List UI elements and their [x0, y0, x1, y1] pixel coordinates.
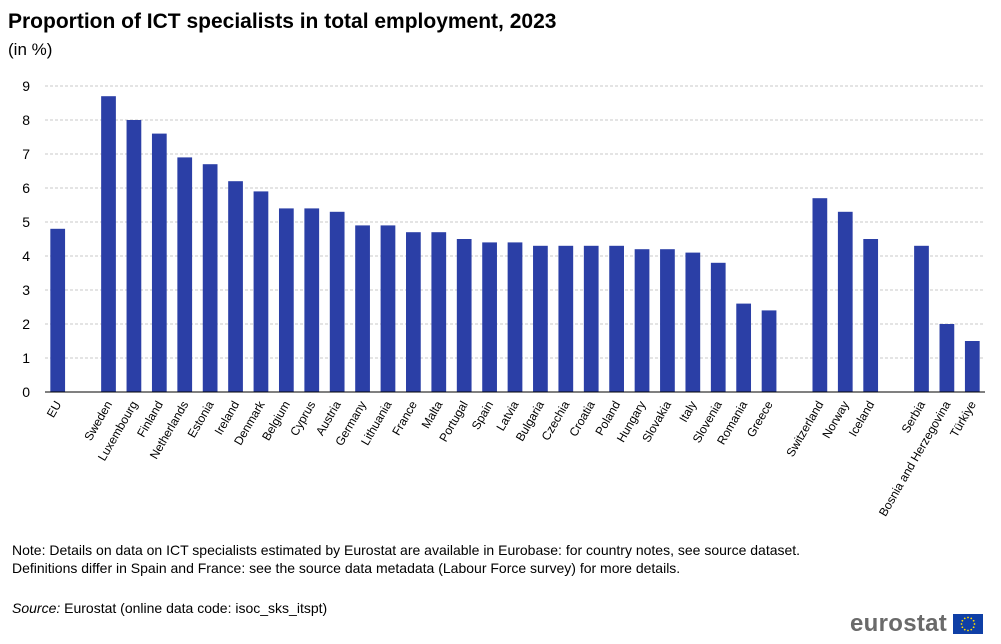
- y-tick-label: 2: [22, 316, 30, 332]
- y-tick-label: 6: [22, 180, 30, 196]
- bar: [329, 211, 345, 392]
- x-tick-label: Croatia: [566, 398, 598, 439]
- flag-field: [953, 614, 984, 634]
- y-tick-label: 8: [22, 112, 30, 128]
- flag-star: [961, 626, 964, 629]
- bar: [151, 133, 167, 392]
- bar: [126, 120, 142, 392]
- chart-subtitle: (in %): [8, 40, 53, 59]
- flag-star: [963, 628, 966, 631]
- bar: [558, 245, 574, 392]
- y-tick-label: 5: [22, 214, 30, 230]
- bar: [533, 245, 548, 392]
- eu-flag-icon: [953, 614, 984, 634]
- y-tick-label: 7: [22, 146, 30, 162]
- bar: [253, 191, 269, 392]
- bar: [177, 157, 193, 392]
- bar: [812, 198, 828, 392]
- eurostat-logo-text: eurostat: [850, 610, 948, 637]
- x-tick-label: Iceland: [846, 399, 877, 440]
- source-line: Source: Eurostat (online data code: isoc…: [12, 600, 327, 616]
- bar: [609, 245, 624, 392]
- bar: [914, 245, 929, 392]
- y-tick-label: 1: [22, 350, 30, 366]
- bar: [456, 239, 472, 392]
- bar: [228, 181, 243, 392]
- flag-star: [972, 619, 975, 622]
- bar: [304, 208, 320, 392]
- flag-star: [967, 616, 969, 619]
- x-tick-label: Italy: [676, 399, 699, 425]
- x-tick-label: Türkiye: [947, 398, 979, 439]
- bar: [634, 249, 650, 392]
- flag-star: [960, 623, 963, 625]
- bars: [50, 96, 980, 392]
- bar: [583, 245, 599, 392]
- bar: [863, 239, 879, 392]
- x-tick-label: France: [389, 398, 420, 438]
- bar: [278, 208, 294, 392]
- x-tick-label: Greece: [744, 398, 776, 439]
- bar: [660, 249, 675, 392]
- flag-star: [970, 628, 973, 631]
- source-text: Eurostat (online data code: isoc_sks_its…: [60, 600, 328, 616]
- bar: [964, 341, 980, 392]
- bar: [939, 324, 955, 392]
- chart-title: Proportion of ICT specialists in total e…: [8, 10, 557, 33]
- x-tick-label: Cyprus: [287, 399, 318, 439]
- y-tick-label: 4: [22, 248, 30, 264]
- y-tick-label: 3: [22, 282, 30, 298]
- flag-star: [972, 626, 975, 629]
- x-tick-label: Spain: [469, 399, 496, 433]
- footnote: Note: Details on data on ICT specialists…: [12, 542, 801, 576]
- bar: [761, 310, 777, 392]
- bar: [482, 242, 497, 392]
- x-tick-label: EU: [44, 399, 64, 420]
- bar: [406, 232, 421, 392]
- bar: [202, 164, 218, 392]
- bar: [837, 211, 853, 392]
- bar-chart: 0 1 2 3 4 5 6 7 8 9 EU SwedenLuxembourgFinlandNeth…: [22, 78, 985, 519]
- bar: [736, 303, 752, 392]
- flag-star: [963, 617, 966, 620]
- flag-star: [973, 623, 976, 625]
- bar: [355, 225, 370, 392]
- bar: [685, 252, 701, 392]
- bar: [50, 228, 66, 392]
- bar: [101, 96, 116, 392]
- source-label: Source:: [12, 600, 61, 616]
- x-tick-label: Malta: [419, 398, 446, 431]
- flag-star: [967, 629, 969, 632]
- flag-star: [970, 617, 973, 620]
- eurostat-logo: eurostat: [850, 610, 984, 637]
- x-axis-tick-labels: EU SwedenLuxembourgFinlandNetherlandsEsto…: [44, 398, 979, 519]
- y-axis-tick-labels: 0 1 2 3 4 5 6 7 8 9: [22, 78, 30, 400]
- bar: [507, 242, 523, 392]
- bar: [380, 225, 396, 392]
- bar: [710, 262, 726, 392]
- bar: [431, 232, 447, 392]
- x-tick-label: Switzerland: [783, 399, 826, 460]
- y-tick-label: 9: [22, 78, 30, 94]
- flag-star: [961, 619, 964, 622]
- y-tick-label: 0: [22, 384, 30, 400]
